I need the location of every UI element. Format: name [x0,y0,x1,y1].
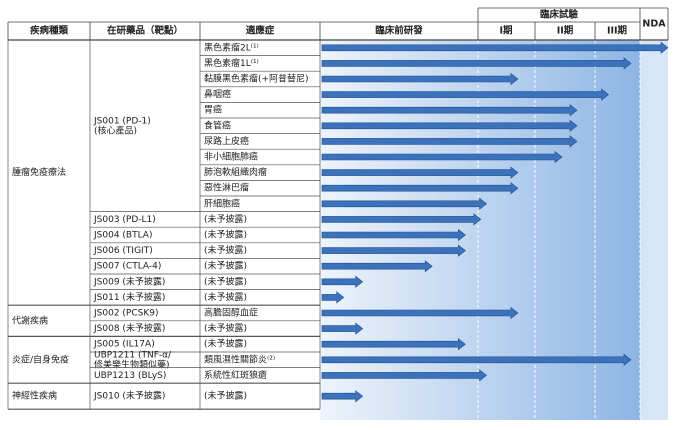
header-nda: NDA [642,19,666,30]
drug-name: JS004 (BTLA) [93,231,152,241]
indication: (未予披露) [204,260,247,272]
header-phase1: I期 [499,25,512,37]
drug-name: JS005 (IL17A) [93,340,155,350]
drug-name: JS007 (CTLA-4) [93,262,161,272]
disease: 腫瘤免疫療法 [12,166,66,178]
drug-name: JS002 (PCSK9) [93,309,158,319]
progress-arrow [321,260,433,273]
indication: 肺泡軟組織肉瘤 [204,166,267,178]
header-phase2: II期 [557,25,574,37]
indication: 惡性淋巴瘤 [204,182,249,194]
progress-arrow [321,275,364,288]
header-clinical: 臨床試驗 [540,9,579,21]
progress-arrow [321,119,578,132]
progress-arrow [321,291,345,304]
indication: (未予披露) [204,291,247,303]
progress-arrow [321,197,488,210]
progress-arrow [321,306,519,320]
progress-arrow [321,353,632,366]
indication: (未予披露) [204,322,247,334]
drug-name: JS009 (未予披露) [93,275,165,287]
progress-arrow [321,369,488,382]
header-drug: 在研藥品（靶點） [107,25,183,37]
progress-arrow [321,182,519,195]
indication: (未予披露) [204,390,247,402]
nda-background [640,40,668,420]
indication: 黑色素瘤1L⁽¹⁾ [204,57,259,69]
progress-arrow [321,135,578,148]
indication: (未予披露) [204,244,247,256]
progress-arrow [321,41,669,54]
progress-arrow [321,390,364,403]
progress-arrow [321,166,519,179]
indication: 胃癌 [204,104,222,116]
drug-name: UBP1213 (BLyS) [94,371,166,381]
drug-name: (核心產品) [94,124,137,136]
progress-arrow [321,88,609,101]
indication: 系統性紅斑狼瘡 [204,369,267,381]
drug-name: JS010 (未予披露) [93,390,165,402]
header-disease: 疾病種類 [30,25,69,37]
drug-name: JS006 (TIGIT) [93,246,153,256]
drug-name: JS001 (PD-1) [93,116,151,126]
progress-arrow [321,150,563,164]
disease: 炎症/自身免疫 [12,353,69,365]
header-phase3: III期 [607,25,627,37]
indication: 黏膜黑色素瘤(+阿昔替尼) [204,73,309,85]
progress-arrow [321,104,578,117]
drug-name: UBP1211 (TNF-α/ [94,350,172,360]
indication: (未予披露) [204,229,247,241]
progress-arrow [321,72,519,86]
indication: 尿路上皮癌 [204,135,249,147]
progress-arrow [321,322,364,335]
indication: 肝細胞癌 [204,197,240,209]
drug-name: JS003 (PD-L1) [93,215,156,225]
progress-arrow [321,213,482,226]
header-lines [7,7,669,41]
indication: 食管癌 [204,119,231,131]
indication: 黑色素瘤2L⁽¹⁾ [204,41,259,53]
drug-name: 修美樂生物類似藥) [94,358,170,370]
header-preclinical: 臨床前研發 [375,25,423,37]
indication: 高膽固醇血症 [204,307,258,319]
indication: (未予披露) [204,213,247,225]
drug-name: JS008 (未予披露) [93,322,165,334]
indication: 非小細胞肺癌 [204,151,258,163]
indication: (未予披露) [204,275,247,287]
indication: (未予披露) [204,338,247,350]
drug-name: JS011 (未予披露) [93,291,165,303]
progress-arrow [321,244,466,257]
disease: 神經性疾病 [12,390,57,402]
disease: 代謝疾病 [12,314,48,326]
progress-arrow [321,338,466,351]
indication: 類風濕性關節炎⁽²⁾ [204,353,275,365]
indication: 鼻咽癌 [204,88,231,100]
progress-arrow [321,228,466,242]
header-indication: 適應症 [246,25,275,37]
progress-arrow [321,57,632,70]
